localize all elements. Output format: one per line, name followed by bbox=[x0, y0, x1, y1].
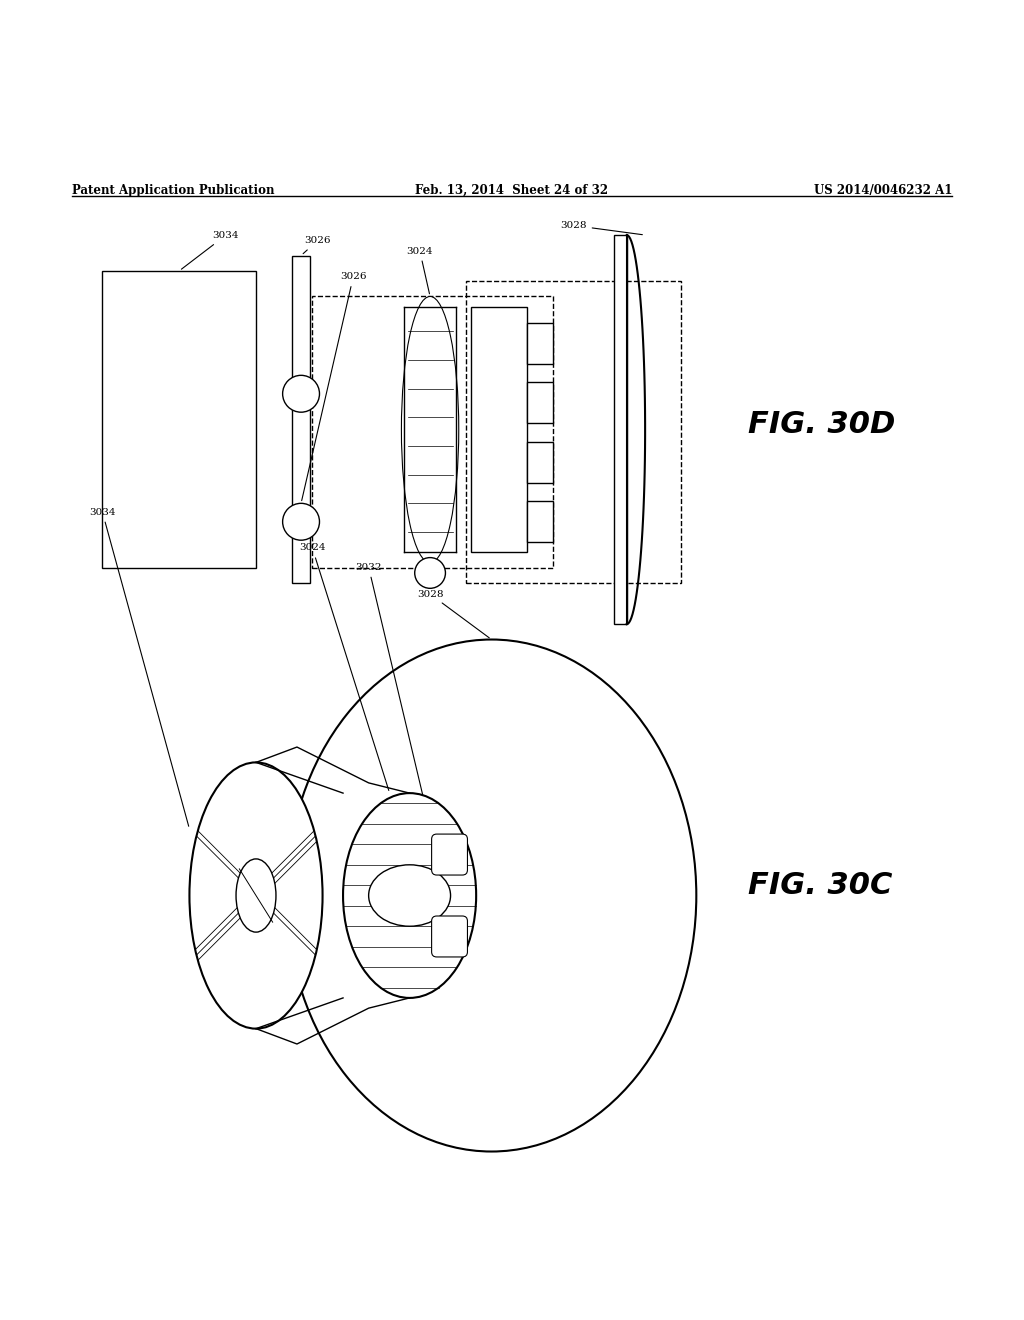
Text: Feb. 13, 2014  Sheet 24 of 32: Feb. 13, 2014 Sheet 24 of 32 bbox=[416, 183, 608, 197]
Text: FIG. 30C: FIG. 30C bbox=[748, 871, 892, 900]
Ellipse shape bbox=[369, 865, 451, 927]
Ellipse shape bbox=[287, 639, 696, 1151]
Bar bbox=[527, 442, 553, 483]
Text: 3032: 3032 bbox=[355, 562, 429, 821]
Text: 3028: 3028 bbox=[417, 590, 489, 638]
Ellipse shape bbox=[410, 329, 451, 529]
Bar bbox=[527, 502, 553, 543]
Bar bbox=[102, 271, 256, 568]
Bar bbox=[527, 383, 553, 424]
Text: 3034: 3034 bbox=[89, 508, 188, 826]
Circle shape bbox=[415, 557, 445, 589]
Bar bbox=[292, 256, 310, 583]
Circle shape bbox=[283, 375, 319, 412]
Ellipse shape bbox=[189, 763, 323, 1028]
Bar bbox=[471, 306, 527, 553]
Ellipse shape bbox=[403, 305, 457, 554]
Bar bbox=[527, 323, 553, 364]
Ellipse shape bbox=[408, 321, 453, 539]
Ellipse shape bbox=[412, 338, 449, 521]
Ellipse shape bbox=[406, 313, 455, 546]
Text: 3028: 3028 bbox=[560, 220, 642, 235]
Text: US 2014/0046232 A1: US 2014/0046232 A1 bbox=[814, 183, 952, 197]
Text: 3034: 3034 bbox=[181, 231, 239, 269]
Text: Patent Application Publication: Patent Application Publication bbox=[72, 183, 274, 197]
FancyBboxPatch shape bbox=[432, 834, 467, 875]
Text: FIG. 30D: FIG. 30D bbox=[748, 411, 895, 440]
Bar bbox=[614, 235, 627, 624]
Circle shape bbox=[283, 503, 319, 540]
FancyBboxPatch shape bbox=[432, 916, 467, 957]
Ellipse shape bbox=[401, 297, 459, 562]
Text: 3024: 3024 bbox=[407, 247, 433, 294]
Ellipse shape bbox=[236, 859, 276, 932]
Text: 3026: 3026 bbox=[303, 236, 331, 253]
Text: 3026: 3026 bbox=[302, 272, 367, 500]
Ellipse shape bbox=[343, 793, 476, 998]
Bar bbox=[466, 281, 681, 583]
Bar bbox=[312, 297, 553, 568]
Text: 3024: 3024 bbox=[299, 544, 389, 791]
